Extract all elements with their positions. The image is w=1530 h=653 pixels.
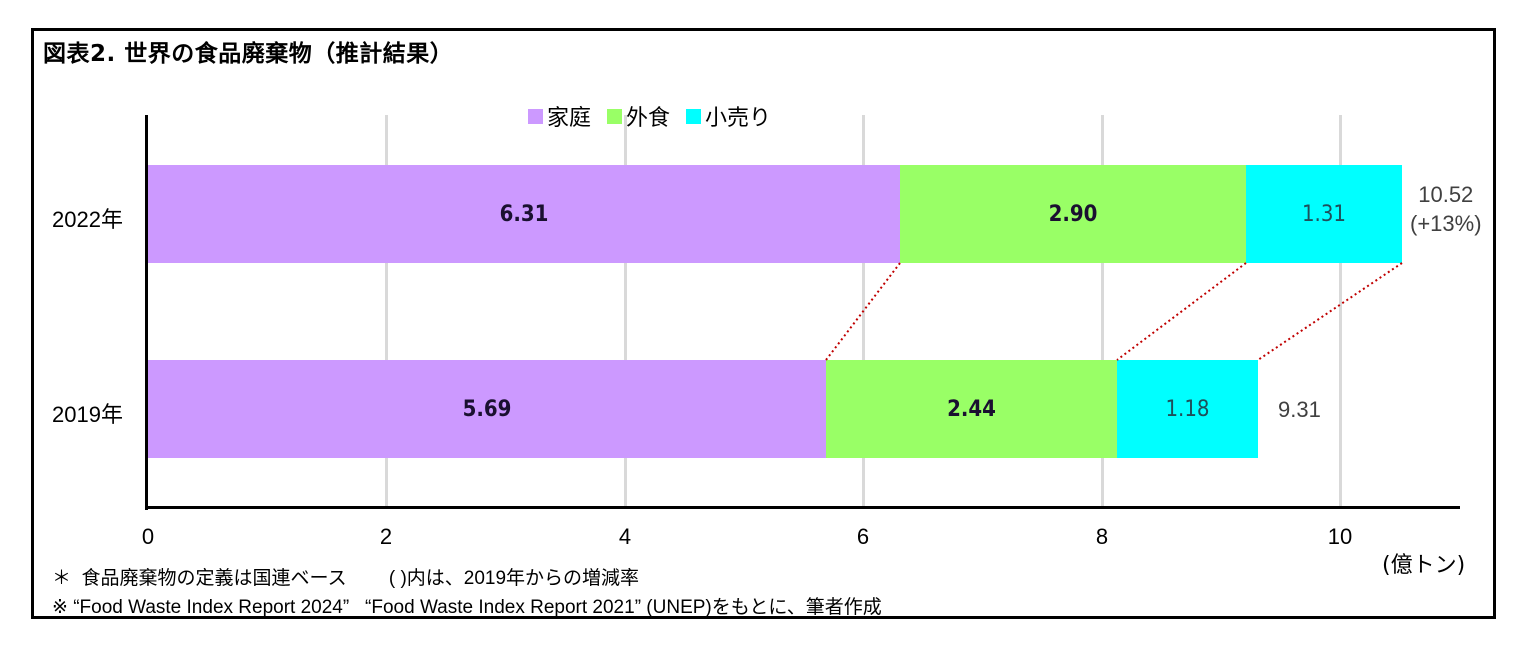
x-axis bbox=[145, 506, 1460, 509]
chart-frame bbox=[31, 28, 1496, 619]
gridline-8 bbox=[1101, 115, 1104, 507]
y-axis bbox=[145, 115, 148, 510]
segment-2022-household: 6.31 bbox=[148, 165, 900, 263]
segment-2019-dining-out: 2.44 bbox=[826, 360, 1117, 458]
total-2022: 10.52 (+13%) bbox=[1410, 180, 1482, 238]
x-tick-0: 0 bbox=[141, 524, 155, 549]
legend-item-household: 家庭 bbox=[528, 100, 591, 132]
footnote-definition: ＊ 食品廃棄物の定義は国連ベース ( )内は、2019年からの増減率 bbox=[52, 568, 640, 589]
total-2019-value: 9.31 bbox=[1278, 397, 1321, 422]
legend-label-household: 家庭 bbox=[547, 106, 592, 131]
bar-2022: 6.31 2.90 1.31 bbox=[148, 165, 1402, 263]
legend-label-dining-out: 外食 bbox=[626, 106, 671, 131]
total-2022-change: (+13%) bbox=[1410, 211, 1482, 236]
segment-2022-dining-out: 2.90 bbox=[900, 165, 1246, 263]
x-tick-4: 4 bbox=[618, 524, 632, 549]
x-axis-unit: (億トン) bbox=[1382, 553, 1466, 578]
total-2019: 9.31 bbox=[1278, 395, 1321, 424]
legend-item-dining-out: 外食 bbox=[607, 100, 670, 132]
total-2022-value: 10.52 bbox=[1418, 182, 1474, 207]
legend-swatch-dining-out bbox=[607, 108, 623, 124]
legend-swatch-household bbox=[528, 108, 543, 124]
category-label-2019: 2019年 bbox=[52, 402, 123, 427]
footnote-source: ※ “Food Waste Index Report 2024” “Food W… bbox=[52, 597, 882, 618]
bar-2019: 5.69 2.44 1.18 bbox=[148, 360, 1258, 458]
x-tick-8: 8 bbox=[1095, 524, 1109, 549]
legend: 家庭 外食 小売り bbox=[528, 100, 771, 132]
segment-2019-household: 5.69 bbox=[148, 360, 826, 458]
chart-title: 図表2. 世界の食品廃棄物（推計結果） bbox=[43, 41, 454, 67]
segment-2022-retail: 1.31 bbox=[1246, 165, 1402, 263]
legend-label-retail: 小売り bbox=[705, 106, 772, 131]
x-tick-10: 10 bbox=[1327, 524, 1353, 549]
x-tick-2: 2 bbox=[379, 524, 393, 549]
plot-area: 6.31 2.90 1.31 10.52 (+13%) 5.69 2.44 1.… bbox=[145, 115, 1482, 510]
gridline-2 bbox=[385, 115, 388, 507]
x-tick-6: 6 bbox=[856, 524, 870, 549]
gridline-4 bbox=[624, 115, 627, 507]
legend-swatch-retail bbox=[686, 108, 702, 124]
category-label-2022: 2022年 bbox=[52, 207, 123, 232]
legend-item-retail: 小売り bbox=[686, 100, 771, 132]
segment-2019-retail: 1.18 bbox=[1117, 360, 1258, 458]
